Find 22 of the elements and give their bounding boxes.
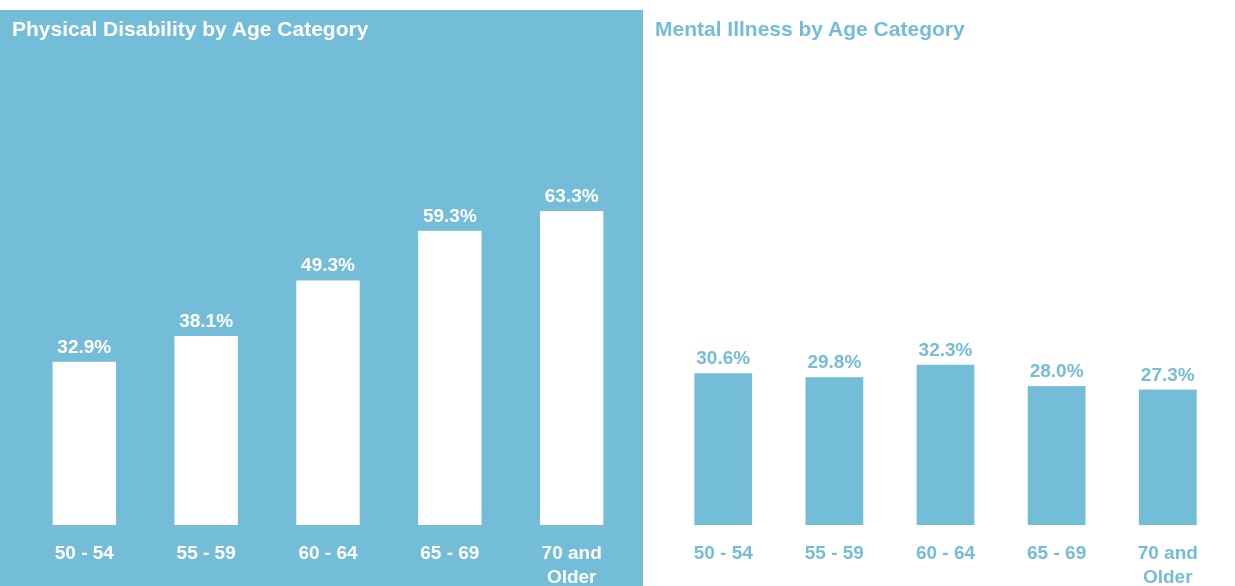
data-label: 28.0% (1029, 360, 1084, 382)
data-label: 49.3% (301, 254, 356, 276)
x-tick-label: 50 - 54 (693, 542, 754, 563)
x-tick-label: 70 and Older (1137, 542, 1198, 586)
data-label: 59.3% (422, 204, 477, 226)
x-tick-label: 70 and Older (541, 542, 602, 586)
x-tick-label: 60 - 64 (915, 542, 976, 563)
x-tick-label: 55 - 59 (804, 542, 864, 563)
data-label: 32.9% (57, 335, 112, 357)
data-label: 32.3% (918, 338, 973, 360)
x-tick-label: 55 - 59 (176, 542, 236, 563)
data-label: 27.3% (1140, 363, 1195, 385)
data-label: 63.3% (544, 185, 599, 206)
data-label: 38.1% (179, 310, 234, 331)
x-tick-label: 60 - 64 (298, 542, 359, 563)
x-tick-label: 50 - 54 (54, 542, 115, 563)
data-label: 30.6% (696, 347, 751, 369)
data-label: 29.8% (807, 351, 862, 373)
chart-title: Mental Illness by Age Category (655, 17, 965, 40)
x-tick-label: 65 - 69 (1027, 542, 1087, 563)
chart-title: Physical Disability by Age Category (12, 17, 369, 40)
x-tick-label: 65 - 69 (420, 542, 480, 563)
